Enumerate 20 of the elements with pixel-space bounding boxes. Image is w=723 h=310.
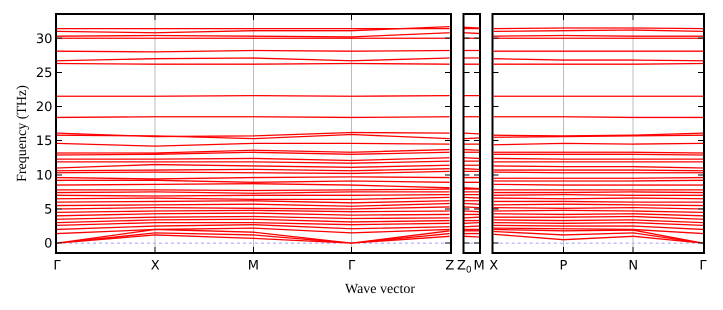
x-tick-label: P bbox=[560, 258, 568, 274]
x-tick-label: Z bbox=[445, 258, 454, 274]
y-tick-label: 30 bbox=[36, 32, 52, 47]
x-tick-label: X bbox=[150, 258, 160, 274]
y-tick-label: 10 bbox=[36, 168, 52, 184]
x-axis-title: Wave vector bbox=[345, 282, 416, 297]
y-tick-label: 5 bbox=[44, 202, 52, 218]
x-tick-label: X bbox=[489, 258, 498, 274]
x-tick-label: Γ bbox=[699, 258, 708, 274]
x-tick-label: M bbox=[474, 258, 485, 274]
y-tick-label: 0 bbox=[44, 236, 52, 252]
y-tick-label: 25 bbox=[36, 66, 52, 81]
x-tick-label: Z$_{0}$ bbox=[456, 258, 472, 276]
x-tick-label: M bbox=[248, 258, 259, 274]
y-axis-title: Frequency (THz) bbox=[14, 84, 30, 182]
y-tick-label: 15 bbox=[36, 134, 52, 150]
x-tick-label: N bbox=[628, 258, 638, 274]
y-tick-label: 20 bbox=[36, 100, 52, 116]
x-tick-label: Γ bbox=[53, 258, 62, 274]
x-tick-label: Γ bbox=[348, 258, 356, 274]
